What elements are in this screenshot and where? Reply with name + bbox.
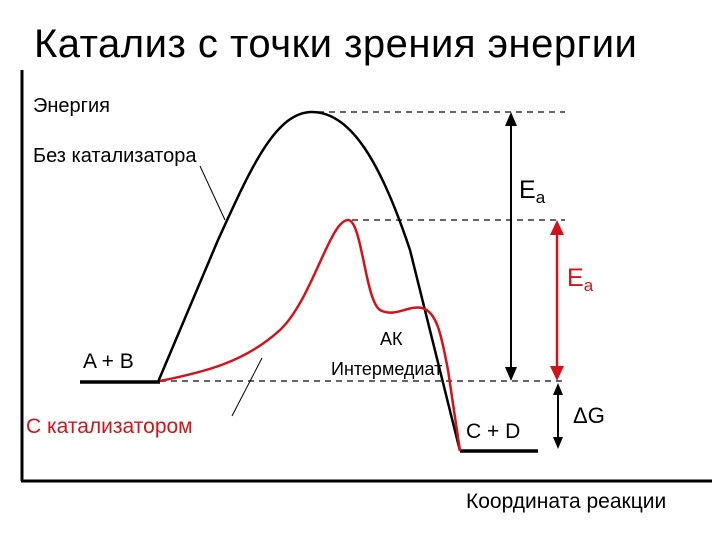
reactants-label: A + B	[83, 350, 134, 373]
uncatalyzed-curve	[156, 110, 462, 452]
ea-catalyzed-arrowhead-top	[550, 220, 564, 235]
uncatalyzed-label: Без катализатора	[33, 145, 197, 167]
ea-uncatalyzed-arrowhead-top	[505, 112, 517, 126]
energy-axis-label: Энергия	[33, 95, 110, 117]
page-title: Катализ с точки зрения энергии	[34, 22, 638, 66]
ea-catalyzed-arrowhead-bottom	[550, 366, 564, 381]
intermediate-label: Интермедиат	[331, 359, 442, 379]
delta-g-arrowhead-top	[553, 383, 563, 395]
ea-uncatalyzed-label: Ea	[519, 176, 546, 207]
catalyzed-pointer	[231, 357, 263, 417]
delta-g-label: ΔG	[573, 403, 605, 428]
catalyzed-curve	[159, 218, 462, 452]
delta-g-arrowhead-bottom	[553, 437, 563, 449]
ea-catalyzed-label: Ea	[567, 264, 594, 295]
uncatalyzed-pointer	[199, 165, 226, 221]
catalyzed-label: С катализатором	[26, 415, 193, 438]
products-label: C + D	[466, 420, 520, 443]
x-axis-label: Координата реакции	[466, 490, 666, 513]
intermediate-label-ak: АК	[380, 329, 403, 349]
ea-uncatalyzed-arrowhead-bottom	[505, 367, 517, 381]
